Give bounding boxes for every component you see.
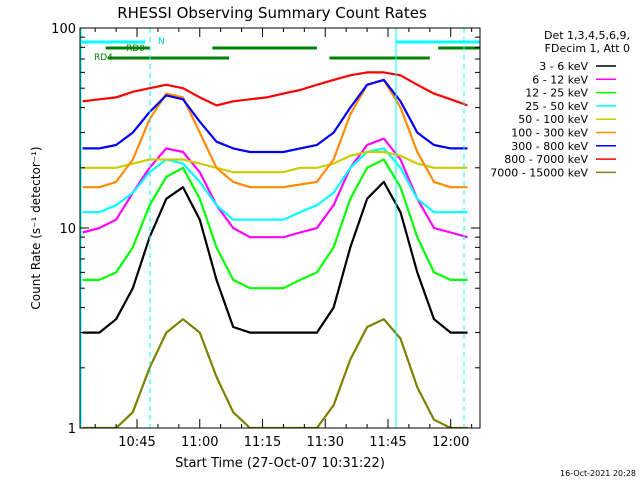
x-tick-label-3: 11:30 <box>307 435 344 450</box>
y-tick-label-2: 100 <box>51 22 76 37</box>
flag-label-rd0: RD0 <box>126 44 145 54</box>
legend-label-8: 7000 - 15000 keV <box>490 166 588 179</box>
legend-label-6: 300 - 800 keV <box>511 140 588 153</box>
series-line-7 <box>82 71 468 107</box>
y-tick-label-0: 1 <box>68 422 76 437</box>
legend-header-2: FDecim 1, Att 0 <box>545 42 630 55</box>
legend-label-2: 12 - 25 keV <box>525 87 588 100</box>
series-line-0 <box>82 180 468 334</box>
flag-label-rd4: RD4 <box>94 53 113 63</box>
legend-label-1: 6 - 12 keV <box>532 73 588 86</box>
series-line-5 <box>82 78 468 189</box>
legend-label-0: 3 - 6 keV <box>539 60 588 73</box>
x-axis-label: Start Time (27-Oct-07 10:31:22) <box>175 456 385 471</box>
series-line-6 <box>82 78 468 154</box>
x-tick-label-5: 12:00 <box>432 435 469 450</box>
series-group <box>82 71 468 428</box>
legend-label-4: 50 - 100 keV <box>518 113 588 126</box>
series-line-3 <box>82 147 468 221</box>
series-line-8 <box>82 318 468 428</box>
x-tick-label-4: 11:45 <box>369 435 406 450</box>
footer-timestamp: 16-Oct-2021 20:28 <box>560 469 636 478</box>
y-axis-label: Count Rate (s⁻¹ detector⁻¹) <box>29 146 43 309</box>
legend-header-1: Det 1,3,4,5,6,9, <box>544 29 630 42</box>
x-tick-label-1: 11:00 <box>181 435 218 450</box>
chart-title: RHESSI Observing Summary Count Rates <box>117 4 427 22</box>
legend-label-5: 100 - 300 keV <box>511 127 588 140</box>
x-tick-label-2: 11:15 <box>244 435 281 450</box>
y-tick-label-1: 10 <box>59 222 76 237</box>
legend-label-3: 25 - 50 keV <box>525 100 588 113</box>
flags-group: N RD0 RD4 <box>80 37 480 63</box>
series-line-4 <box>82 150 468 174</box>
axes-group: 10:45 11:00 11:15 11:30 11:45 12:00 1 10 100 <box>51 22 481 450</box>
legend-label-7: 800 - 7000 keV <box>504 153 588 166</box>
x-tick-label-0: 10:45 <box>118 435 155 450</box>
series-line-1 <box>82 137 468 239</box>
flag-label-n: N <box>158 37 165 47</box>
series-line-2 <box>82 158 468 290</box>
